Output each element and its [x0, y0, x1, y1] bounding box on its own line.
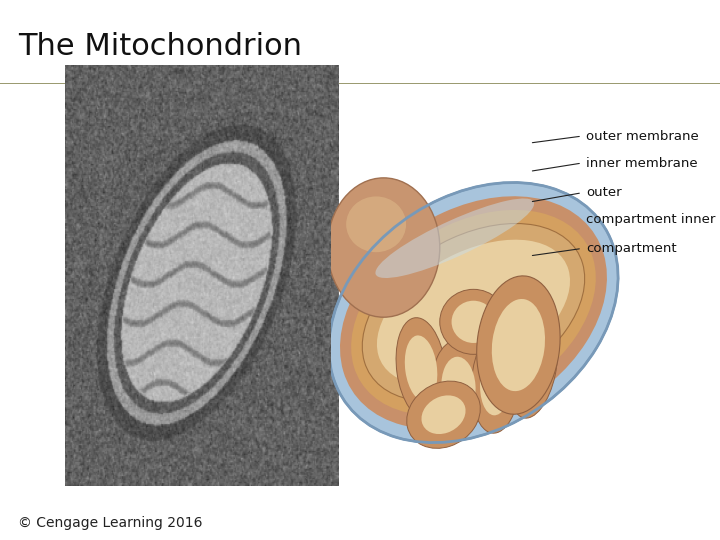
Ellipse shape — [477, 276, 560, 414]
Ellipse shape — [407, 381, 480, 448]
Ellipse shape — [440, 289, 507, 354]
Ellipse shape — [472, 331, 521, 433]
Ellipse shape — [492, 299, 545, 391]
Ellipse shape — [362, 224, 585, 402]
Ellipse shape — [340, 196, 607, 429]
Text: compartment: compartment — [586, 242, 676, 255]
Ellipse shape — [518, 336, 549, 401]
Ellipse shape — [351, 210, 596, 415]
Ellipse shape — [396, 318, 446, 419]
Ellipse shape — [328, 178, 440, 317]
Text: inner membrane: inner membrane — [586, 157, 698, 170]
Text: © Cengage Learning 2016: © Cengage Learning 2016 — [18, 516, 202, 530]
Ellipse shape — [421, 395, 466, 434]
Text: compartment inner: compartment inner — [586, 213, 715, 226]
Ellipse shape — [451, 301, 495, 343]
Text: outer membrane: outer membrane — [586, 130, 698, 143]
Ellipse shape — [375, 199, 534, 278]
Text: outer: outer — [586, 186, 621, 199]
Ellipse shape — [480, 349, 512, 415]
Ellipse shape — [432, 341, 485, 433]
Text: Keith R. Porter: Keith R. Porter — [285, 475, 330, 480]
Ellipse shape — [441, 357, 476, 417]
Ellipse shape — [346, 197, 406, 252]
Ellipse shape — [329, 183, 618, 443]
Text: The Mitochondrion: The Mitochondrion — [18, 31, 302, 60]
Ellipse shape — [377, 240, 570, 386]
Ellipse shape — [509, 319, 557, 418]
Ellipse shape — [405, 335, 437, 401]
